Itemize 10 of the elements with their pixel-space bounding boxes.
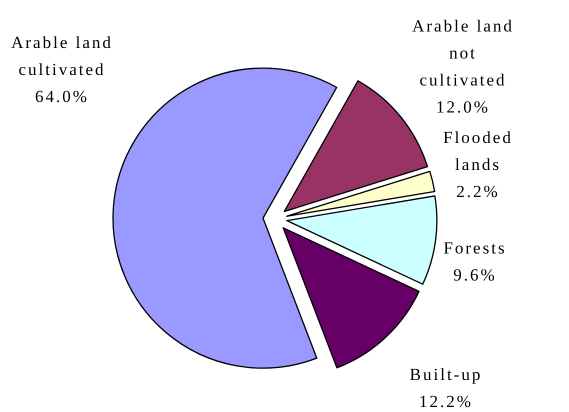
data-label: 2.2% — [456, 182, 500, 201]
slice-label: Arable land not cultivated — [412, 16, 514, 90]
data-label: 12.0% — [436, 98, 490, 116]
slice-label: Forests — [443, 238, 507, 258]
slice-label: Arable land cultivated — [11, 33, 113, 79]
data-label: 64.0% — [35, 87, 89, 106]
slice-label: Flooded lands — [443, 128, 513, 174]
slice-label: Built-up — [410, 365, 482, 384]
data-label: 9.6% — [453, 266, 497, 284]
data-label: 12.2% — [419, 392, 473, 411]
